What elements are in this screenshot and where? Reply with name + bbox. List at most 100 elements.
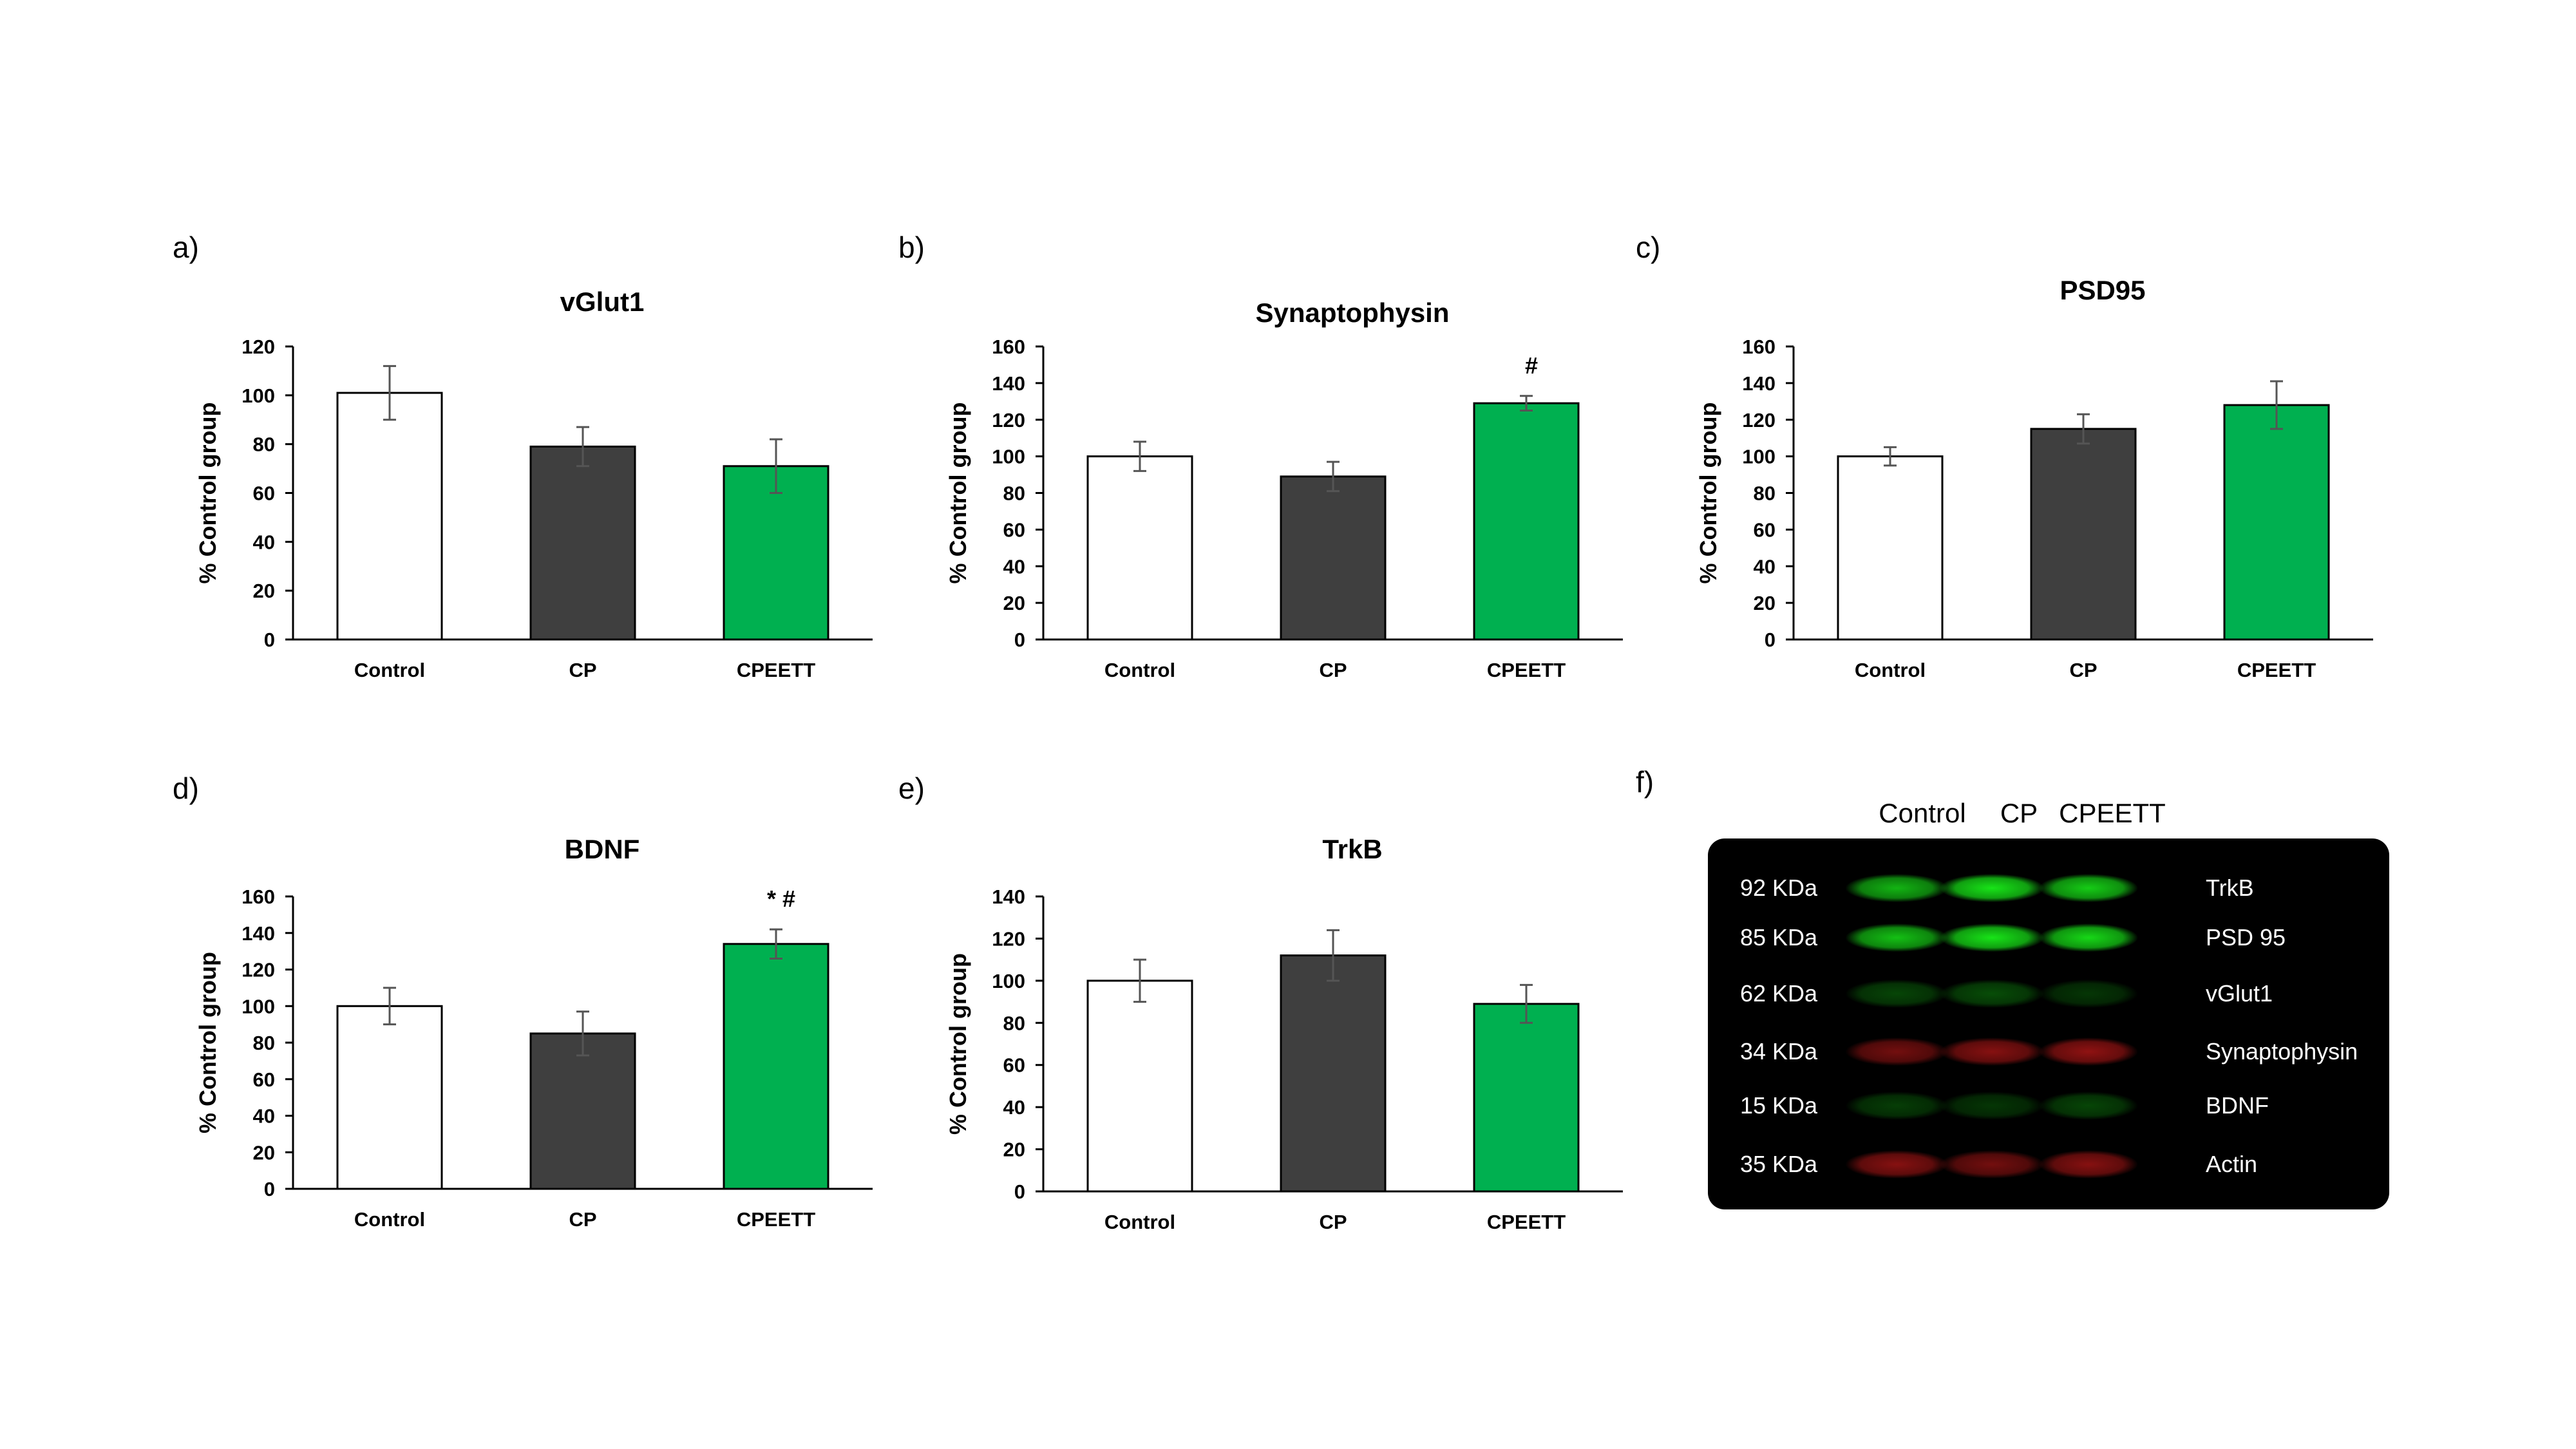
- y-tick-label: 160: [1742, 336, 1776, 358]
- blot-protein-label: Synaptophysin: [2206, 1038, 2358, 1065]
- panel-label-d: d): [173, 772, 199, 805]
- y-tick-label: 20: [1754, 592, 1776, 614]
- chart-psd95: PSD95 % Control group 0 20 40 60 80 100 120 140 16…: [1695, 275, 2373, 681]
- blot-band: [1940, 980, 2044, 1008]
- y-tick-label: 80: [253, 433, 275, 456]
- blot-band: [2039, 980, 2138, 1008]
- bar-cpeett: [2223, 404, 2330, 641]
- x-tick-label: CP: [2069, 659, 2097, 681]
- panel-label-a: a): [173, 231, 199, 264]
- y-tick-label: 80: [1003, 482, 1025, 505]
- y-tick-label: 100: [242, 384, 275, 407]
- y-tick-label: 80: [1754, 482, 1776, 505]
- chart-trkb: TrkB % Control group 0 20 40 60 80 100 120 140 Con…: [945, 834, 1623, 1233]
- chart-title: BDNF: [565, 834, 640, 864]
- panel-label-f: f): [1636, 765, 1654, 799]
- bar-control: [1086, 455, 1193, 641]
- y-tick-label: 140: [992, 372, 1025, 395]
- y-tick-label: 40: [253, 531, 275, 553]
- bar-cpeett: [723, 465, 829, 641]
- x-tick-label: Control: [1104, 1211, 1175, 1233]
- bar-control: [336, 392, 443, 641]
- blot-kda-label: 85 KDa: [1740, 924, 1818, 951]
- blot-kda-label: 92 KDa: [1740, 875, 1818, 901]
- blot-band: [2039, 874, 2138, 902]
- y-tick-label: 0: [1014, 629, 1025, 651]
- y-axis-label: % Control group: [945, 402, 971, 584]
- y-tick-label: 0: [264, 1178, 275, 1200]
- blot-band: [2039, 923, 2138, 952]
- blot-kda-label: 34 KDa: [1740, 1038, 1818, 1065]
- blot-protein-label: TrkB: [2206, 875, 2254, 901]
- y-tick-label: 120: [1742, 409, 1776, 431]
- y-tick-label: 40: [1003, 555, 1025, 578]
- bar-cp: [1280, 954, 1387, 1193]
- y-axis-label: % Control group: [945, 953, 971, 1135]
- blot-band: [1940, 1150, 2044, 1179]
- blot-band: [2039, 1037, 2138, 1066]
- y-tick-label: 80: [1003, 1012, 1025, 1034]
- x-tick-label: Control: [354, 659, 425, 681]
- significance-marker: * #: [767, 886, 795, 912]
- blot-protein-label: PSD 95: [2206, 924, 2286, 951]
- bar-cp: [2030, 428, 2137, 641]
- y-tick-label: 60: [253, 482, 275, 505]
- y-tick-label: 140: [992, 886, 1025, 908]
- chart-title: vGlut1: [560, 287, 645, 317]
- y-axis-label: % Control group: [194, 402, 221, 584]
- y-tick-label: 120: [242, 959, 275, 981]
- x-tick-label: Control: [1104, 659, 1175, 681]
- blot-protein-label: vGlut1: [2206, 980, 2273, 1007]
- blot-band: [1845, 1150, 1948, 1179]
- x-tick-label: CP: [569, 1208, 596, 1231]
- blot-kda-label: 35 KDa: [1740, 1151, 1818, 1177]
- y-axis-label: % Control group: [194, 952, 221, 1133]
- x-tick-label: CPEETT: [1487, 1211, 1566, 1233]
- chart-title: Synaptophysin: [1255, 298, 1449, 328]
- y-tick-label: 0: [1765, 629, 1776, 651]
- bar-cp: [529, 445, 636, 641]
- y-tick-label: 40: [253, 1105, 275, 1128]
- blot-band: [1845, 980, 1948, 1008]
- blot-lane-label: CP: [2000, 798, 2038, 828]
- y-tick-label: 120: [992, 927, 1025, 950]
- y-tick-label: 100: [1742, 446, 1776, 468]
- blot-protein-label: BDNF: [2206, 1092, 2269, 1119]
- y-tick-label: 160: [992, 336, 1025, 358]
- x-tick-label: CP: [1319, 659, 1347, 681]
- blot-band: [1940, 923, 2044, 952]
- x-tick-label: Control: [1855, 659, 1926, 681]
- y-tick-label: 140: [1742, 372, 1776, 395]
- y-tick-label: 0: [1014, 1180, 1025, 1203]
- bar-cp: [529, 1032, 636, 1190]
- western-blot: Control CP CPEETT 92 KDa TrkB 85 KDa PSD 95…: [1708, 798, 2389, 1209]
- blot-kda-label: 62 KDa: [1740, 980, 1818, 1007]
- y-tick-label: 80: [253, 1032, 275, 1054]
- y-tick-label: 20: [253, 1141, 275, 1164]
- bar-cpeett: [723, 943, 829, 1190]
- bar-cp: [1280, 475, 1387, 641]
- blot-lane-label: CPEETT: [2059, 798, 2166, 828]
- panel-label-e: e): [898, 772, 925, 805]
- blot-kda-label: 15 KDa: [1740, 1092, 1818, 1119]
- y-tick-label: 100: [992, 446, 1025, 468]
- blot-band: [2039, 1150, 2138, 1179]
- x-tick-label: CPEETT: [1487, 659, 1566, 681]
- y-tick-label: 40: [1754, 555, 1776, 578]
- blot-protein-label: Actin: [2206, 1151, 2257, 1177]
- blot-band: [1940, 1037, 2044, 1066]
- bar-control: [1086, 980, 1193, 1193]
- bar-cpeett: [1473, 1003, 1580, 1193]
- blot-band: [2039, 1092, 2138, 1120]
- bar-control: [336, 1005, 443, 1190]
- y-tick-label: 60: [253, 1068, 275, 1091]
- y-tick-label: 60: [1754, 518, 1776, 541]
- y-tick-label: 20: [1003, 592, 1025, 614]
- panel-label-c: c): [1636, 231, 1660, 264]
- y-tick-label: 160: [242, 886, 275, 908]
- blot-lane-label: Control: [1879, 798, 1965, 828]
- x-tick-label: CPEETT: [2237, 659, 2316, 681]
- y-tick-label: 20: [1003, 1139, 1025, 1161]
- y-tick-label: 60: [1003, 1054, 1025, 1077]
- x-tick-label: CPEETT: [737, 659, 815, 681]
